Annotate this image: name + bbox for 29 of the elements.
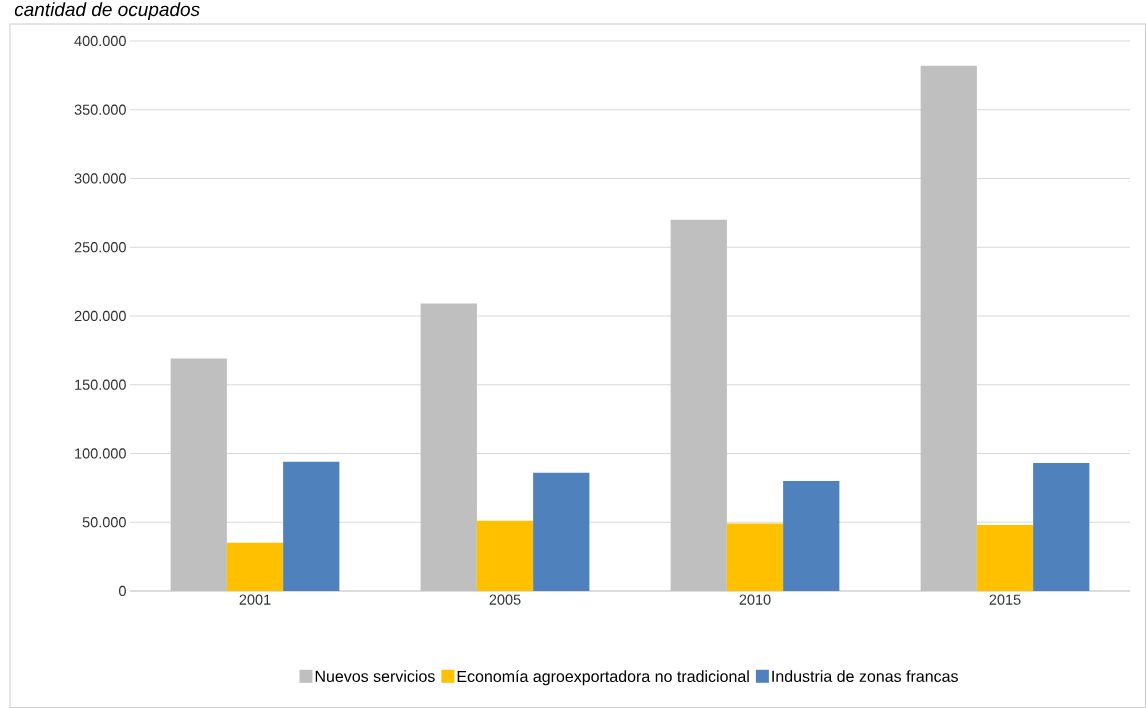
x-tick-label: 2015	[989, 594, 1021, 605]
y-tick-label: 100.000	[75, 448, 126, 459]
bar	[420, 303, 477, 591]
bar	[170, 358, 227, 591]
bar	[726, 523, 784, 591]
x-tick-label: 2010	[739, 594, 771, 605]
bar	[920, 65, 977, 591]
bar	[283, 461, 340, 591]
bar	[783, 480, 840, 591]
y-tick-label: 0	[118, 585, 126, 597]
x-tick-label: 2005	[489, 594, 521, 605]
y-tick-label: 150.000	[75, 379, 126, 390]
x-tick-label: 2001	[239, 594, 271, 605]
bar	[976, 524, 1034, 591]
y-tick-label: 200.000	[74, 310, 126, 322]
bar	[226, 542, 284, 591]
y-tick-label: 250.000	[74, 242, 126, 253]
bar	[670, 219, 727, 591]
y-tick-label: 50.000	[82, 517, 126, 528]
y-tick-label: 400.000	[74, 35, 126, 47]
chart-title: cantidad de ocupados	[14, 2, 200, 20]
bar	[533, 472, 590, 591]
bar	[476, 520, 534, 591]
legend-label: Nuevos servicios	[315, 670, 435, 682]
y-tick-label: 300.000	[74, 173, 126, 184]
bar	[1033, 463, 1090, 591]
legend-label: Industria de zonas francas	[772, 670, 958, 682]
y-tick-label: 350.000	[74, 104, 126, 115]
legend-label: Economía agroexportadora no tradicional	[457, 670, 749, 686]
